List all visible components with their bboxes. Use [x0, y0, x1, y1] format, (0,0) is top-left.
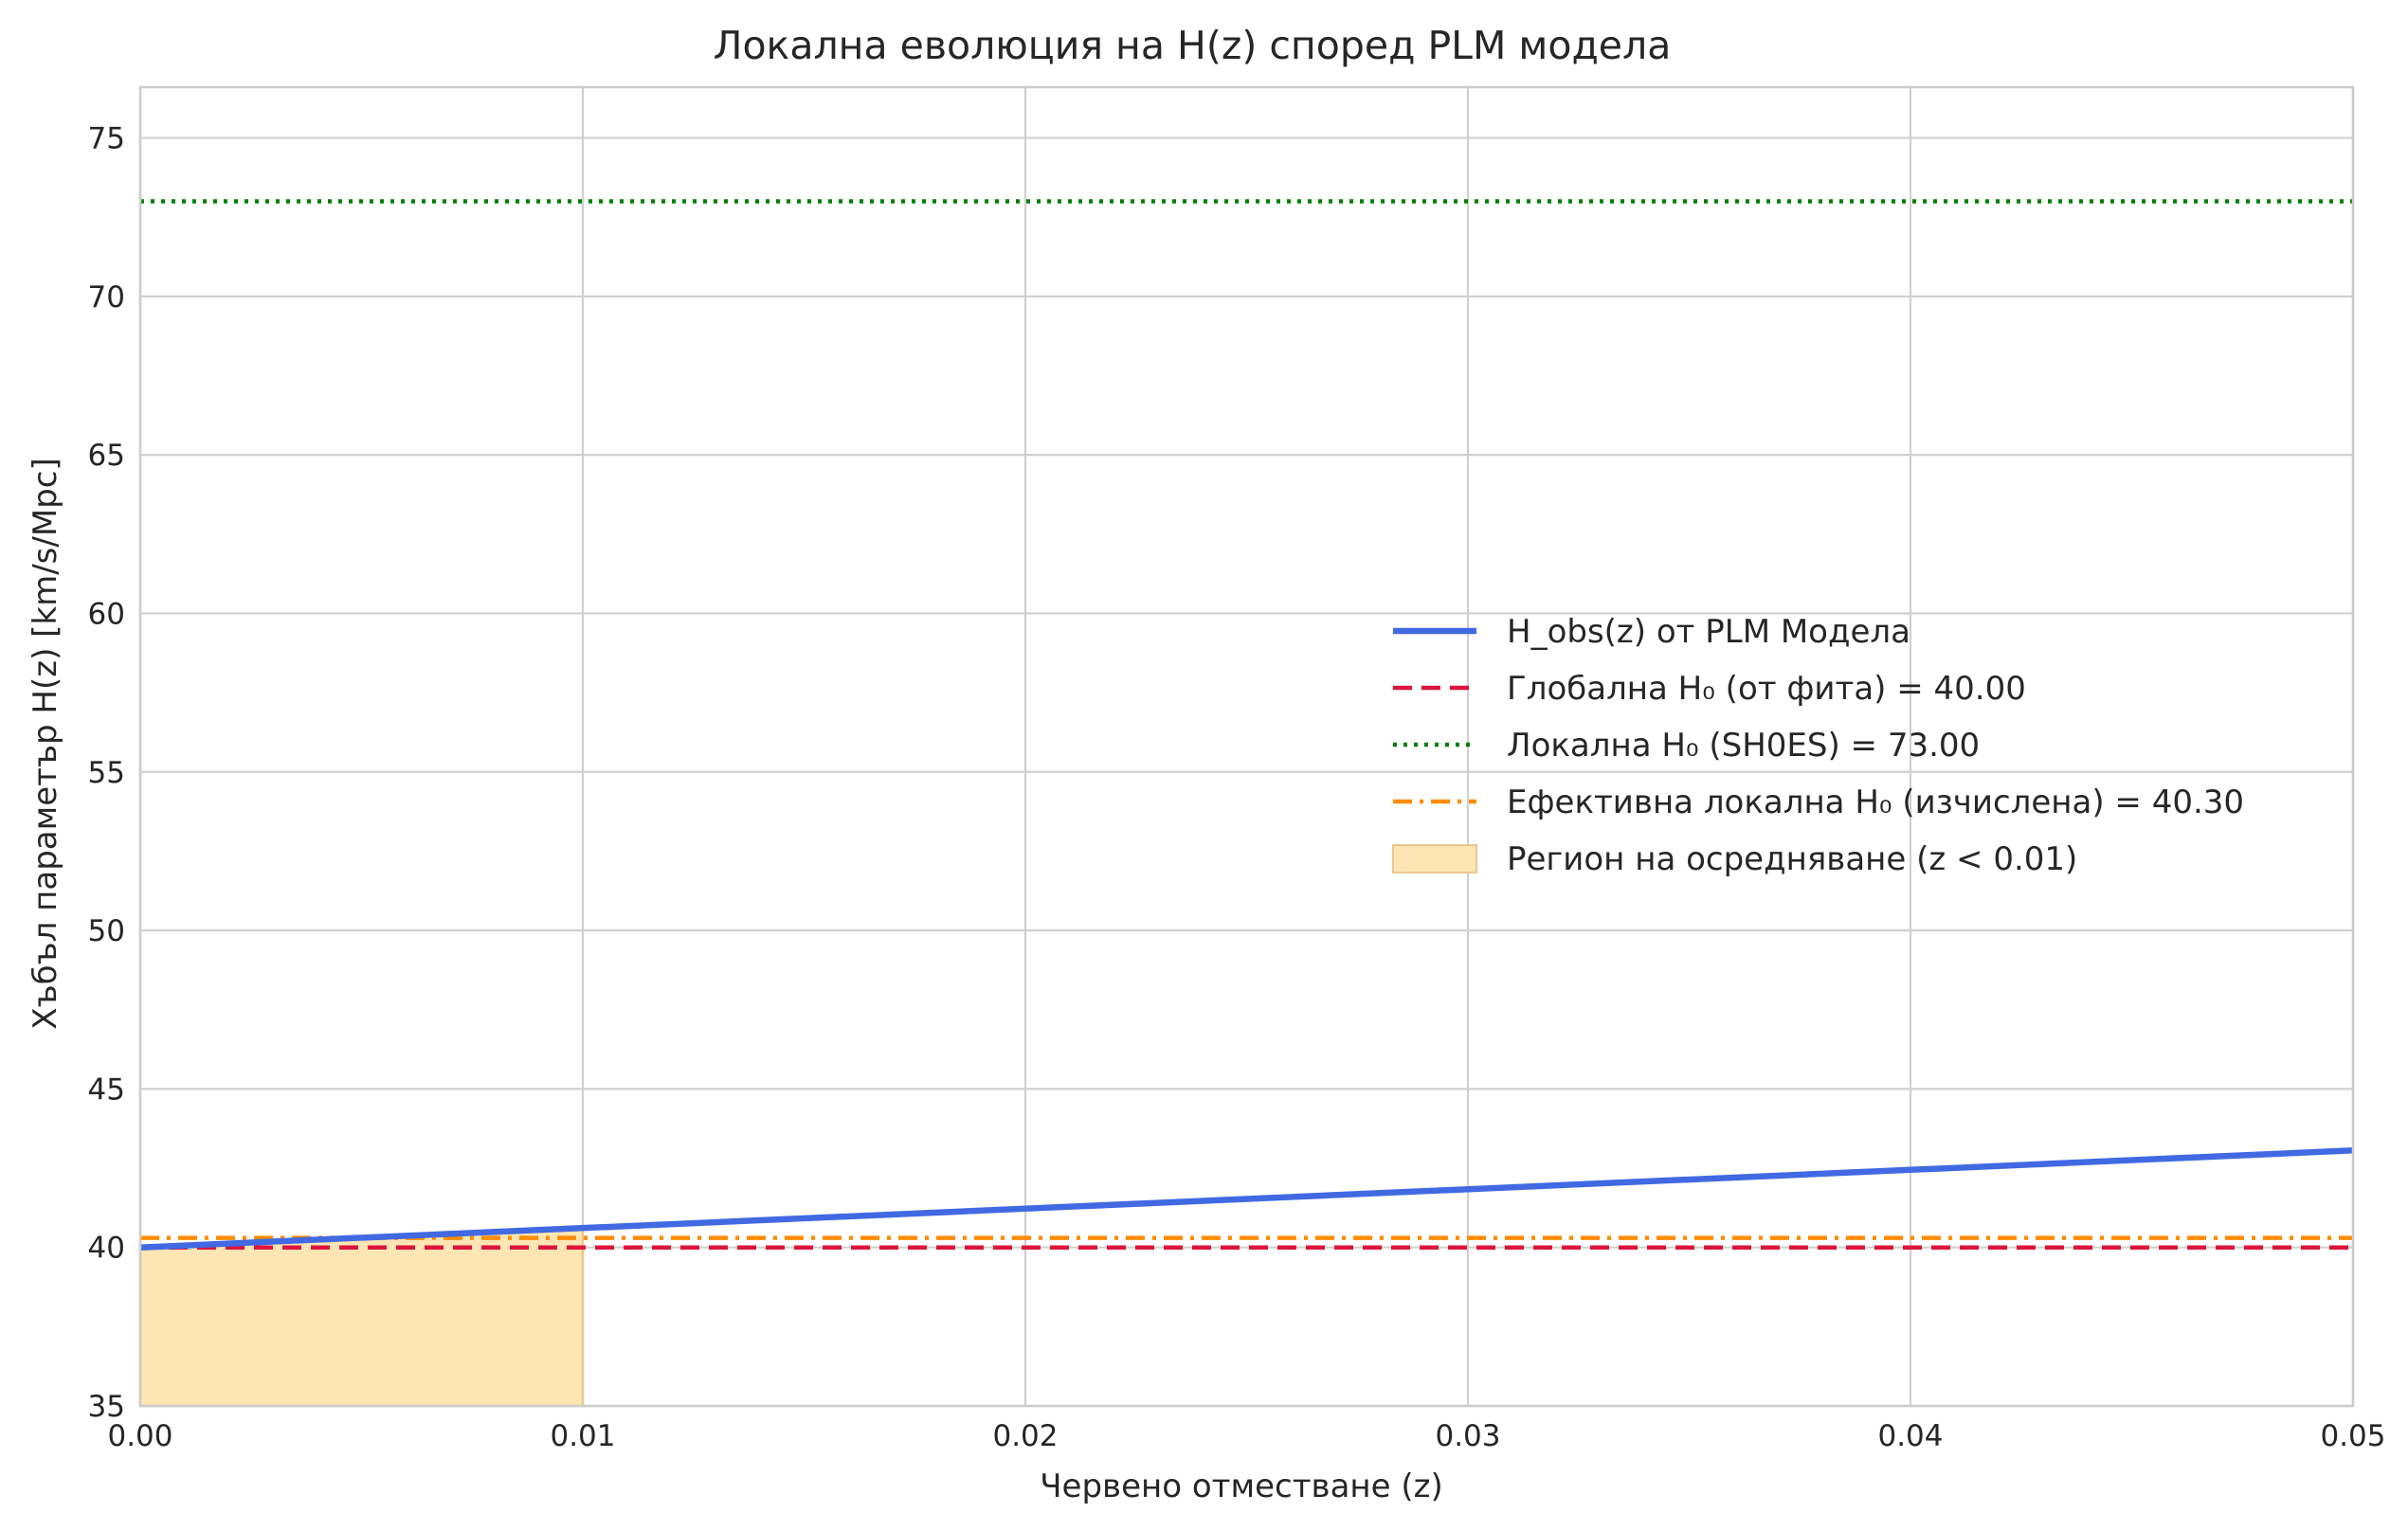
averaging-region-fill [138, 1227, 585, 1408]
plot-frame [138, 85, 2355, 1408]
x-tick-label: 0.00 [107, 1419, 172, 1453]
x-tick-label: 0.03 [1435, 1419, 1500, 1453]
x-tick-label: 0.01 [550, 1419, 615, 1453]
y-tick-label: 75 [88, 122, 125, 156]
chart-title: Локална еволюция на H(z) според PLM моде… [714, 23, 1672, 68]
y-tick-label: 50 [88, 914, 125, 948]
grid [138, 87, 2355, 1408]
series-layer [139, 199, 2354, 1251]
legend-label: Ефективна локална H₀ (изчислена) = 40.30 [1507, 784, 2244, 821]
legend: H_obs(z) от PLM Модела Глобална H₀ (от фи… [1392, 613, 2244, 878]
x-axis-label: Червено отместване (z) [1040, 1468, 1442, 1505]
legend-label: Глобална H₀ (от фита) = 40.00 [1507, 670, 2026, 708]
y-tick-label: 70 [88, 280, 125, 315]
y-tick-label: 35 [88, 1390, 125, 1424]
legend-label: H_obs(z) от PLM Модела [1507, 613, 1910, 651]
y-tick-label: 55 [88, 756, 125, 790]
x-tick-label: 0.02 [992, 1419, 1058, 1453]
x-tick-labels: 0.00 0.01 0.02 0.03 0.04 0.05 [107, 1419, 2385, 1453]
y-tick-labels: 35 40 45 50 55 60 65 70 75 [88, 122, 125, 1424]
x-tick-label: 0.05 [2320, 1419, 2385, 1453]
y-tick-label: 60 [88, 597, 125, 631]
y-axis-label: Хъбъл параметър H(z) [km/s/Mpc] [27, 458, 64, 1029]
y-tick-label: 65 [88, 439, 125, 473]
legend-label: Регион на осредняване (z < 0.01) [1507, 840, 2077, 878]
legend-label: Локална H₀ (SH0ES) = 73.00 [1507, 727, 1980, 765]
hobs-line-series [139, 1147, 2354, 1251]
y-tick-label: 45 [88, 1072, 125, 1107]
legend-swatch [1392, 844, 1477, 874]
x-tick-label: 0.04 [1877, 1419, 1943, 1453]
y-tick-label: 40 [88, 1232, 125, 1266]
fill-layer [138, 1227, 585, 1408]
